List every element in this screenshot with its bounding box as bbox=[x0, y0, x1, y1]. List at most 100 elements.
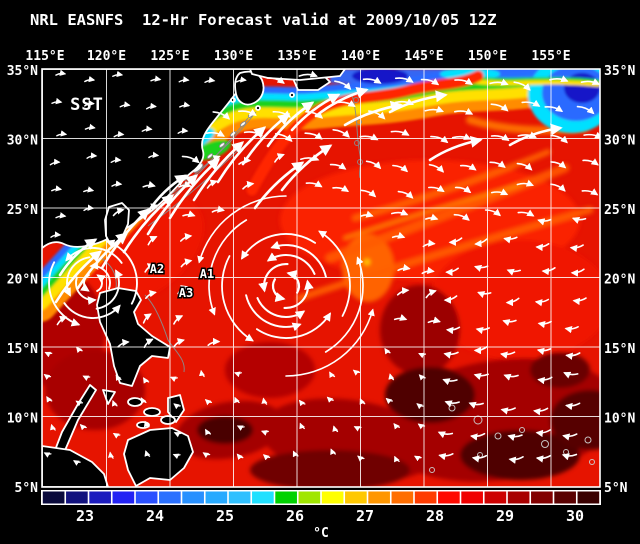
vector-arrow bbox=[112, 207, 125, 217]
vector-arrow bbox=[173, 431, 182, 438]
vector-arrow bbox=[332, 425, 339, 433]
vector-arrow bbox=[44, 351, 53, 358]
vector-arrow bbox=[147, 235, 158, 246]
vector-arrow bbox=[561, 453, 578, 461]
vector-arrow bbox=[550, 160, 567, 169]
vector-arrow bbox=[330, 448, 337, 455]
vector-arrow bbox=[173, 403, 181, 410]
lat-tick-label-left: 5°N bbox=[15, 481, 39, 496]
vector-arrow bbox=[360, 189, 377, 198]
colorbar-segment bbox=[577, 491, 600, 504]
vector-arrow bbox=[565, 352, 581, 360]
vector-arrow bbox=[299, 422, 305, 430]
land-mindanao bbox=[123, 427, 194, 487]
vector-arrow bbox=[211, 205, 225, 213]
vector-arrow bbox=[507, 433, 523, 441]
vector-arrow bbox=[443, 295, 458, 304]
vector-arrow bbox=[521, 99, 541, 107]
current-streak bbox=[100, 208, 151, 270]
vector-arrow bbox=[581, 188, 599, 196]
colorbar-frame bbox=[41, 490, 601, 505]
colorbar-segment bbox=[321, 491, 344, 504]
vector-arrow bbox=[300, 154, 320, 162]
axis-labels: 115°E 120°E 125°E 130°E 135°E 140°E 145°E 150°E… bbox=[7, 49, 636, 496]
vector-arrow bbox=[489, 78, 509, 86]
vector-arrow bbox=[329, 162, 347, 170]
vector-arrow bbox=[454, 107, 474, 115]
vector-arrow bbox=[544, 104, 564, 113]
vector-arrow bbox=[111, 180, 123, 187]
page-title: NRL EASNFS 12-Hr Forecast valid at 2009/… bbox=[30, 11, 497, 29]
colorbar-segment bbox=[345, 491, 367, 504]
colorbar-segment bbox=[159, 491, 181, 504]
eddy-arc bbox=[266, 252, 316, 275]
vector-arrow bbox=[365, 160, 382, 170]
colorbar-tick-label: 30 bbox=[566, 507, 584, 525]
vector-arrow bbox=[474, 238, 488, 248]
colorbar-segment bbox=[554, 491, 576, 504]
eddy-arc bbox=[318, 230, 351, 317]
vector-arrow bbox=[110, 156, 122, 163]
vector-arrow bbox=[582, 158, 599, 166]
vector-arrow bbox=[391, 231, 406, 239]
vector-arrow bbox=[359, 398, 366, 405]
lat-tick-label-left: 35°N bbox=[7, 64, 38, 79]
vector-arrow bbox=[569, 244, 584, 253]
colorbar-segment bbox=[368, 491, 390, 504]
vector-arrow bbox=[205, 428, 212, 436]
graticule bbox=[42, 69, 600, 487]
vector-arrow bbox=[505, 297, 520, 307]
current-streak bbox=[146, 174, 188, 214]
vector-arrow bbox=[50, 423, 56, 431]
colorbar-segment bbox=[438, 491, 460, 504]
current-streak bbox=[428, 136, 483, 162]
vector-arrow bbox=[571, 216, 587, 224]
lon-tick-label: 155°E bbox=[531, 49, 570, 64]
sst-patch bbox=[460, 430, 580, 480]
vector-arrow bbox=[500, 407, 516, 415]
vector-arrow bbox=[513, 81, 531, 91]
colorbar-segment bbox=[205, 491, 228, 504]
vector-arrow bbox=[46, 396, 53, 403]
vector-arrow bbox=[418, 352, 427, 359]
vector-arrow bbox=[506, 268, 521, 276]
lon-tick-label: 115°E bbox=[25, 49, 64, 64]
vector-arrow bbox=[490, 133, 510, 141]
eddy-arc bbox=[62, 256, 91, 297]
sst-patch bbox=[197, 416, 253, 444]
lat-tick-label-right: 20°N bbox=[604, 273, 635, 288]
vector-arrow bbox=[428, 184, 445, 193]
vector-arrow bbox=[180, 233, 193, 242]
eddy-arc bbox=[63, 302, 121, 319]
station-label-a3: A3 bbox=[179, 286, 193, 300]
lat-tick-label-right: 35°N bbox=[604, 64, 635, 79]
vector-arrow bbox=[368, 110, 386, 120]
vector-arrow bbox=[550, 183, 566, 192]
warm-streak bbox=[296, 206, 594, 302]
vector-arrow bbox=[304, 132, 323, 140]
vector-arrow bbox=[362, 76, 382, 84]
eddy-arc bbox=[272, 278, 286, 302]
colorbar-segment bbox=[182, 491, 204, 504]
eddy-arc bbox=[256, 297, 306, 320]
vector-arrow bbox=[392, 164, 409, 173]
vector-arrow bbox=[236, 425, 245, 431]
vector-arrow bbox=[484, 208, 502, 217]
vector-arrow bbox=[150, 75, 162, 82]
vector-arrow bbox=[73, 460, 81, 466]
current-streak bbox=[216, 126, 267, 184]
vector-arrow bbox=[384, 347, 391, 355]
vector-arrow bbox=[79, 424, 87, 431]
vector-arrow bbox=[388, 373, 395, 381]
vector-arrow bbox=[51, 185, 63, 192]
lon-tick-label: 140°E bbox=[341, 49, 380, 64]
current-streak bbox=[343, 100, 403, 127]
colorbar-segment bbox=[391, 491, 414, 504]
vector-arrow bbox=[170, 376, 178, 383]
map-border bbox=[41, 68, 601, 488]
land-borneo bbox=[42, 445, 109, 487]
vector-arrow bbox=[262, 454, 271, 461]
vector-arrow bbox=[421, 266, 435, 275]
colorbar-segment bbox=[298, 491, 321, 504]
